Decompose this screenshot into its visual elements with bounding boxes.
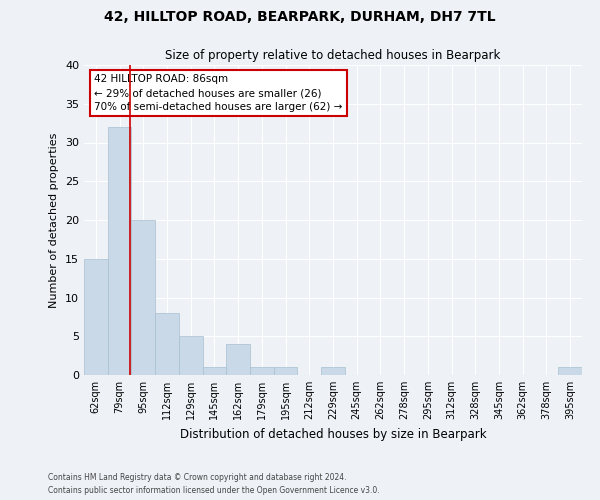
Text: 42 HILLTOP ROAD: 86sqm
← 29% of detached houses are smaller (26)
70% of semi-det: 42 HILLTOP ROAD: 86sqm ← 29% of detached… <box>94 74 343 112</box>
Bar <box>108 127 131 375</box>
Bar <box>131 220 155 375</box>
Title: Size of property relative to detached houses in Bearpark: Size of property relative to detached ho… <box>166 50 500 62</box>
Bar <box>179 336 203 375</box>
Bar <box>274 367 298 375</box>
Bar <box>250 367 274 375</box>
Bar <box>203 367 226 375</box>
Bar <box>155 313 179 375</box>
Text: 42, HILLTOP ROAD, BEARPARK, DURHAM, DH7 7TL: 42, HILLTOP ROAD, BEARPARK, DURHAM, DH7 … <box>104 10 496 24</box>
Text: Contains HM Land Registry data © Crown copyright and database right 2024.
Contai: Contains HM Land Registry data © Crown c… <box>48 474 380 495</box>
Bar <box>558 367 582 375</box>
Bar <box>321 367 345 375</box>
X-axis label: Distribution of detached houses by size in Bearpark: Distribution of detached houses by size … <box>179 428 487 440</box>
Y-axis label: Number of detached properties: Number of detached properties <box>49 132 59 308</box>
Bar <box>226 344 250 375</box>
Bar <box>84 259 108 375</box>
